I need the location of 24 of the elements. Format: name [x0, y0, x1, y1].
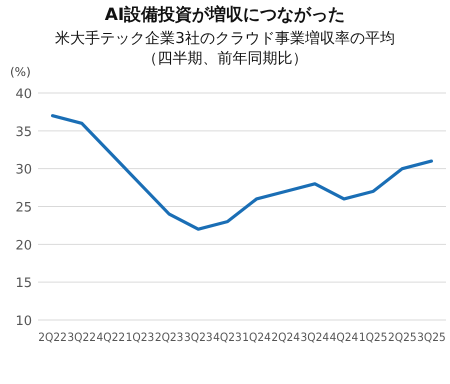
x-tick-label: 3Q25 — [417, 330, 448, 344]
chart-title: AI設備投資が増収につながった — [104, 4, 346, 25]
line-series — [50, 114, 434, 231]
y-tick-label: 35 — [15, 124, 32, 140]
x-tick-label: 2Q22 — [38, 330, 70, 344]
y-tick-label: 15 — [15, 276, 32, 292]
x-tick-label: 4Q23 — [213, 330, 244, 344]
x-tick-label: 2Q23 — [154, 330, 186, 344]
y-axis-title: (%) — [10, 65, 31, 79]
x-tick-label: 1Q25 — [358, 330, 390, 344]
chart-subtitle: 米大手テック企業3社のクラウド事業増収率の平均（四半期、前年同期比） — [54, 28, 396, 68]
y-tick-label: 20 — [15, 238, 32, 254]
x-tick-label: 3Q23 — [184, 330, 215, 344]
x-tick-label: 2Q24 — [271, 330, 302, 344]
x-tick-label: 1Q24 — [242, 330, 274, 344]
x-tick-label: 1Q23 — [126, 330, 157, 344]
x-tick-label: 3Q22 — [67, 330, 98, 344]
y-tick-label: 40 — [15, 87, 32, 102]
y-tick-label: 25 — [15, 200, 32, 216]
y-tick-label: 10 — [15, 314, 32, 329]
x-tick-label: 2Q25 — [388, 330, 419, 344]
x-tick-label: 4Q22 — [96, 330, 128, 344]
y-tick-label: 30 — [15, 162, 32, 178]
x-tick-label: 4Q24 — [330, 330, 361, 344]
